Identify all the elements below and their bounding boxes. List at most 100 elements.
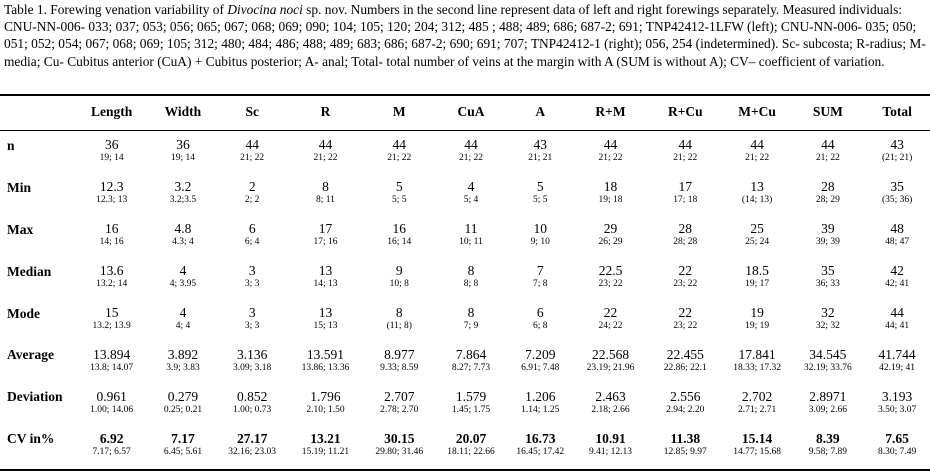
cell-left-right: 2; 2 — [244, 195, 260, 206]
cell-left-right: 3.09; 3.18 — [233, 362, 272, 373]
table-cell: 8 (11; 8) — [364, 298, 435, 340]
cell-value: 43 — [533, 137, 548, 153]
cell-value: 20.07 — [455, 430, 487, 446]
cell-left-right: 1.00; 14.06 — [90, 404, 134, 415]
cell-value: 6 — [536, 305, 544, 320]
cell-left-right: 3.09; 2.66 — [808, 404, 847, 415]
cell-left-right: (35; 36) — [881, 195, 913, 206]
cell-value: 28 — [821, 179, 835, 195]
cell-left-right: 44; 41 — [885, 321, 910, 331]
header-cua: CuA — [457, 104, 485, 119]
table-cell: 10 9; 10 — [507, 214, 573, 256]
cell-left-right: 8; 8 — [463, 279, 479, 290]
cell-value: 2.707 — [384, 388, 415, 404]
cell-left-right: 19; 14 — [170, 153, 195, 164]
cell-value: 17 — [318, 221, 333, 237]
cell-value: 10 — [533, 221, 548, 237]
cell-value: 22 — [678, 263, 693, 279]
cell-left-right: 5; 4 — [463, 195, 479, 206]
table-cell: 2.463 2.18; 2.66 — [573, 381, 648, 423]
cell-left-right: 2.71; 2.71 — [737, 404, 777, 415]
cell-left-right: 2.10; 1.50 — [306, 404, 345, 415]
table-cell: 11.38 12.85; 9.97 — [648, 423, 723, 465]
cell-value: 10.91 — [595, 430, 626, 446]
cell-value: 42 — [890, 263, 904, 279]
cell-left-right: 3.50; 3.07 — [877, 404, 917, 415]
cell-value: 22.5 — [598, 263, 623, 279]
table-cell: 13 (14; 13) — [723, 172, 792, 214]
cell-value: 2.8971 — [809, 388, 847, 404]
table-cell: 0.852 1.00; 0.73 — [217, 381, 287, 423]
table-cell: 7.65 8.30; 7.49 — [864, 423, 930, 465]
cell-value: 8.977 — [384, 346, 415, 362]
cell-value: 44 — [750, 137, 764, 153]
cell-value: 3 — [248, 263, 256, 279]
table-caption: Table 1. Forewing venation variability o… — [4, 1, 926, 70]
cell-left-right: 8.30; 7.49 — [877, 446, 917, 457]
table-cell: 2.702 2.71; 2.71 — [723, 381, 792, 423]
cell-value: 22 — [678, 305, 693, 320]
cell-value: 5 — [536, 179, 544, 195]
cell-left-right: 36; 33 — [815, 279, 840, 290]
table-cell: 1.206 1.14; 1.25 — [507, 381, 573, 423]
cell-left-right: 14.77; 15.68 — [733, 446, 781, 457]
table-cell: 4 4; 4 — [149, 298, 218, 340]
cell-left-right: 6; 8 — [533, 321, 548, 331]
table-cell: 7.17 6.45; 5.61 — [149, 423, 218, 465]
table-cell: 22 23; 22 — [648, 298, 723, 340]
cell-left-right: 12.85; 9.97 — [663, 446, 707, 457]
cell-left-right: 13.8; 14.07 — [90, 362, 134, 373]
cell-value: 7.17 — [171, 430, 195, 446]
table-cell: 8 7; 9 — [435, 298, 508, 340]
cell-value: 6.92 — [99, 430, 124, 446]
cell-left-right: 21; 22 — [240, 153, 265, 164]
cell-left-right: 14; 13 — [313, 279, 338, 290]
cell-left-right: 13.2; 14 — [96, 279, 128, 290]
table-cell: 22.455 22.86; 22.1 — [648, 339, 723, 381]
cell-left-right: 4; 4 — [175, 321, 191, 331]
table-top-rule — [0, 94, 930, 96]
cell-value: 16 — [104, 221, 119, 237]
header-width: Width — [164, 104, 202, 119]
cell-left-right: 17; 18 — [673, 195, 698, 206]
table-cell: 13 14; 13 — [287, 256, 364, 298]
header-sum: SUM — [812, 104, 843, 119]
cell-left-right: 9.33; 8.59 — [380, 362, 419, 373]
cell-value: 4 — [467, 179, 475, 195]
cell-left-right: 9.41; 12.13 — [589, 446, 633, 457]
cell-value: 27.17 — [237, 430, 268, 446]
table-cell: 22.5 23; 22 — [573, 256, 648, 298]
cell-value: 3.136 — [237, 346, 268, 362]
cell-value: 44 — [464, 137, 478, 153]
cell-left-right: (14; 13) — [741, 195, 773, 206]
cell-value: 2 — [248, 179, 256, 195]
table-cell: 4 4; 3.95 — [149, 256, 218, 298]
cell-value: 8 — [467, 305, 475, 320]
table-cell: 19 19; 19 — [723, 298, 792, 340]
cell-value: 4 — [179, 305, 187, 320]
cell-value: 44 — [821, 137, 835, 153]
table-cell: 28 28; 28 — [648, 214, 723, 256]
caption-species: Divocina noci — [227, 2, 303, 17]
cell-left-right: 19; 19 — [745, 321, 770, 331]
cell-left-right: 9.58; 7.89 — [808, 446, 847, 457]
cell-left-right: 3; 3 — [244, 279, 260, 290]
cell-left-right: 9; 10 — [530, 237, 550, 248]
cell-left-right: 6.45; 5.61 — [163, 446, 203, 457]
row-label: CV in% — [7, 431, 55, 447]
cell-value: 13 — [318, 305, 333, 320]
cell-left-right: 19; 18 — [598, 195, 623, 206]
table-cell: 1.579 1.45; 1.75 — [435, 381, 508, 423]
table-cell: 13 15; 13 — [287, 298, 364, 340]
cell-value: 17 — [678, 179, 693, 195]
cell-left-right: 17; 16 — [313, 237, 338, 248]
cell-left-right: 15.19; 11.21 — [301, 446, 350, 457]
header-total: Total — [882, 104, 912, 119]
table-cell: 7 7; 8 — [507, 256, 573, 298]
cell-left-right: 13.86; 13.36 — [301, 362, 350, 373]
table-cell: 18.5 19; 17 — [723, 256, 792, 298]
venation-table: Length Width Sc R M CuA A R+M R+Cu M+Cu SUM Total n… — [0, 94, 930, 465]
cell-value: 0.961 — [96, 388, 127, 404]
cell-value: 3.193 — [881, 388, 913, 404]
cell-value: 3.892 — [167, 346, 199, 362]
